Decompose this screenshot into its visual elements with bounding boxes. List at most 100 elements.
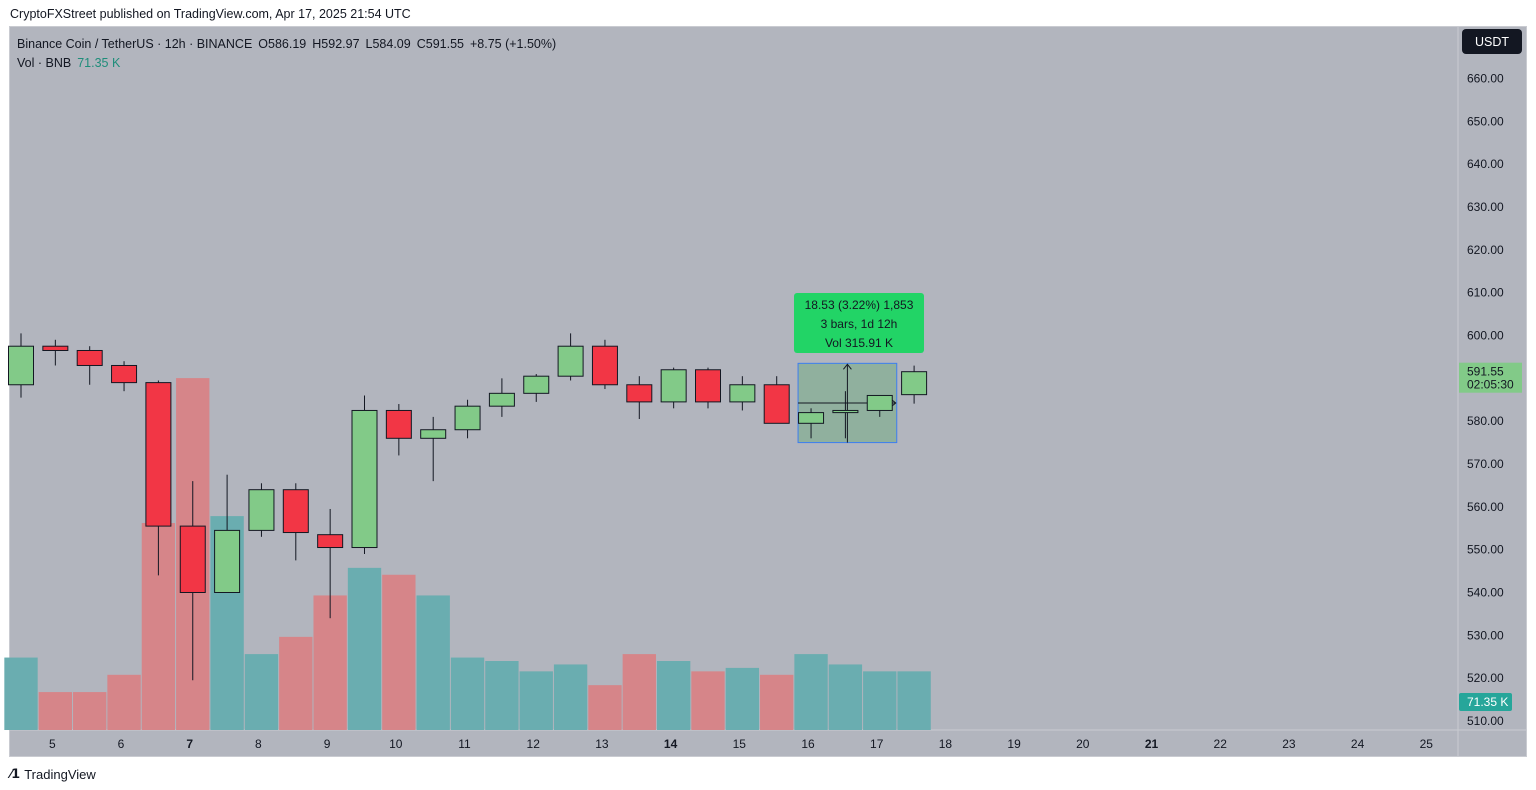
tradingview-logo[interactable]: ⁄𝟭 TradingView [10,766,96,782]
candle-body [42,345,69,351]
volume-bar [863,671,897,730]
candle-body [282,489,309,534]
time-tick-label: 18 [939,737,953,751]
price-tick-label: 630.00 [1467,200,1504,214]
time-tick-label: 16 [801,737,815,751]
candle-body [798,412,825,424]
price-tick-label: 620.00 [1467,243,1504,257]
time-tick-label: 25 [1420,737,1434,751]
volume-indicator-label[interactable]: Vol · BNB [17,55,72,70]
volume-bar [828,664,863,730]
candle-body [145,382,172,527]
tradingview-logo-icon: ⁄𝟭 [10,766,20,781]
volume-bar [485,661,519,730]
price-tick-label: 520.00 [1467,671,1504,685]
measure-label-line: 3 bars, 1d 12h [821,317,898,331]
candle-body [8,345,34,386]
symbol-title[interactable]: Binance Coin / TetherUS · 12h · BINANCE [17,36,253,51]
candle-body [248,489,275,531]
time-tick-label: 21 [1145,737,1159,751]
volume-bar [622,654,656,730]
candle-body [385,409,412,439]
currency-button[interactable]: USDT [1462,29,1522,54]
volume-indicator-value: 71.35 K [77,55,121,70]
volume-bar [553,664,588,730]
volume-bar [897,671,931,730]
volume-bar [107,674,141,730]
volume-bar [725,667,760,730]
volume-bar [691,671,725,730]
time-tick-label: 10 [389,737,403,751]
volume-bar [794,654,828,730]
candle-body [695,369,721,403]
price-tick-label: 530.00 [1467,628,1504,642]
time-tick-label: 9 [324,737,331,751]
tradingview-brand: TradingView [24,766,96,782]
candle-body [729,384,756,403]
volume-bar [347,567,382,730]
candle-body [901,371,928,396]
measure-label-box [794,293,924,353]
candle-body [420,429,447,439]
candle-body [351,409,378,549]
price-tick-label: 560.00 [1467,500,1504,514]
price-tick-label: 610.00 [1467,286,1504,300]
price-tick-label: 550.00 [1467,543,1504,557]
time-tick-label: 7 [186,737,193,751]
time-tick-label: 12 [527,737,541,751]
measure-label-line: Vol 315.91 K [825,336,893,350]
volume-bar [656,661,691,730]
volume-bar [38,692,73,730]
time-tick-label: 8 [255,737,262,751]
time-tick-label: 19 [1007,737,1021,751]
volume-badge [1459,693,1512,711]
candle-body [523,375,550,394]
volume-bar [519,671,553,730]
candle-body [866,394,893,411]
volume-bar [279,636,313,730]
candle-body [179,525,206,594]
chart-legend: Binance Coin / TetherUS · 12h · BINANCE … [17,34,556,72]
price-tick-label: 640.00 [1467,157,1504,171]
price-tick-label: 650.00 [1467,114,1504,128]
volume-bar [416,595,450,730]
ohlc-low: L584.09 [365,36,411,51]
volume-bar [244,654,279,730]
time-tick-label: 6 [118,737,125,751]
time-tick-label: 5 [49,737,56,751]
published-line: CryptoFXStreet published on TradingView.… [10,7,411,21]
price-tick-label: 580.00 [1467,414,1504,428]
candle-body [488,392,515,407]
time-tick-label: 11 [458,737,471,751]
candle-body [626,384,653,403]
volume-bar [588,685,622,730]
candle-body [111,364,138,384]
time-tick-label: 13 [595,737,609,751]
candle-body [832,409,859,414]
ohlc-close: C591.55 [416,36,464,51]
candle-body [763,384,790,424]
time-tick-label: 23 [1282,737,1296,751]
volume-bar [4,657,38,730]
measure-label-line: 18.53 (3.22%) 1,853 [805,298,914,312]
candle-body [214,529,241,593]
price-tick-label: 510.00 [1467,714,1504,728]
time-tick-label: 15 [733,737,747,751]
volume-bar [73,692,107,730]
price-tick-label: 570.00 [1467,457,1504,471]
price-tick-label: 600.00 [1467,329,1504,343]
bar-countdown-label: 02:05:30 [1467,378,1514,392]
time-tick-label: 14 [664,737,678,751]
time-tick-label: 22 [1214,737,1228,751]
last-price-label: 591.55 [1467,365,1504,379]
candle-body [76,349,103,366]
time-tick-label: 17 [870,737,884,751]
candle-body [557,345,584,377]
time-tick-label: 20 [1076,737,1090,751]
volume-bar [382,574,416,730]
ohlc-change: +8.75 (+1.50%) [469,36,557,51]
candle-body [591,345,618,386]
ohlc-open: O586.19 [258,36,307,51]
volume-badge-label: 71.35 K [1467,695,1508,709]
